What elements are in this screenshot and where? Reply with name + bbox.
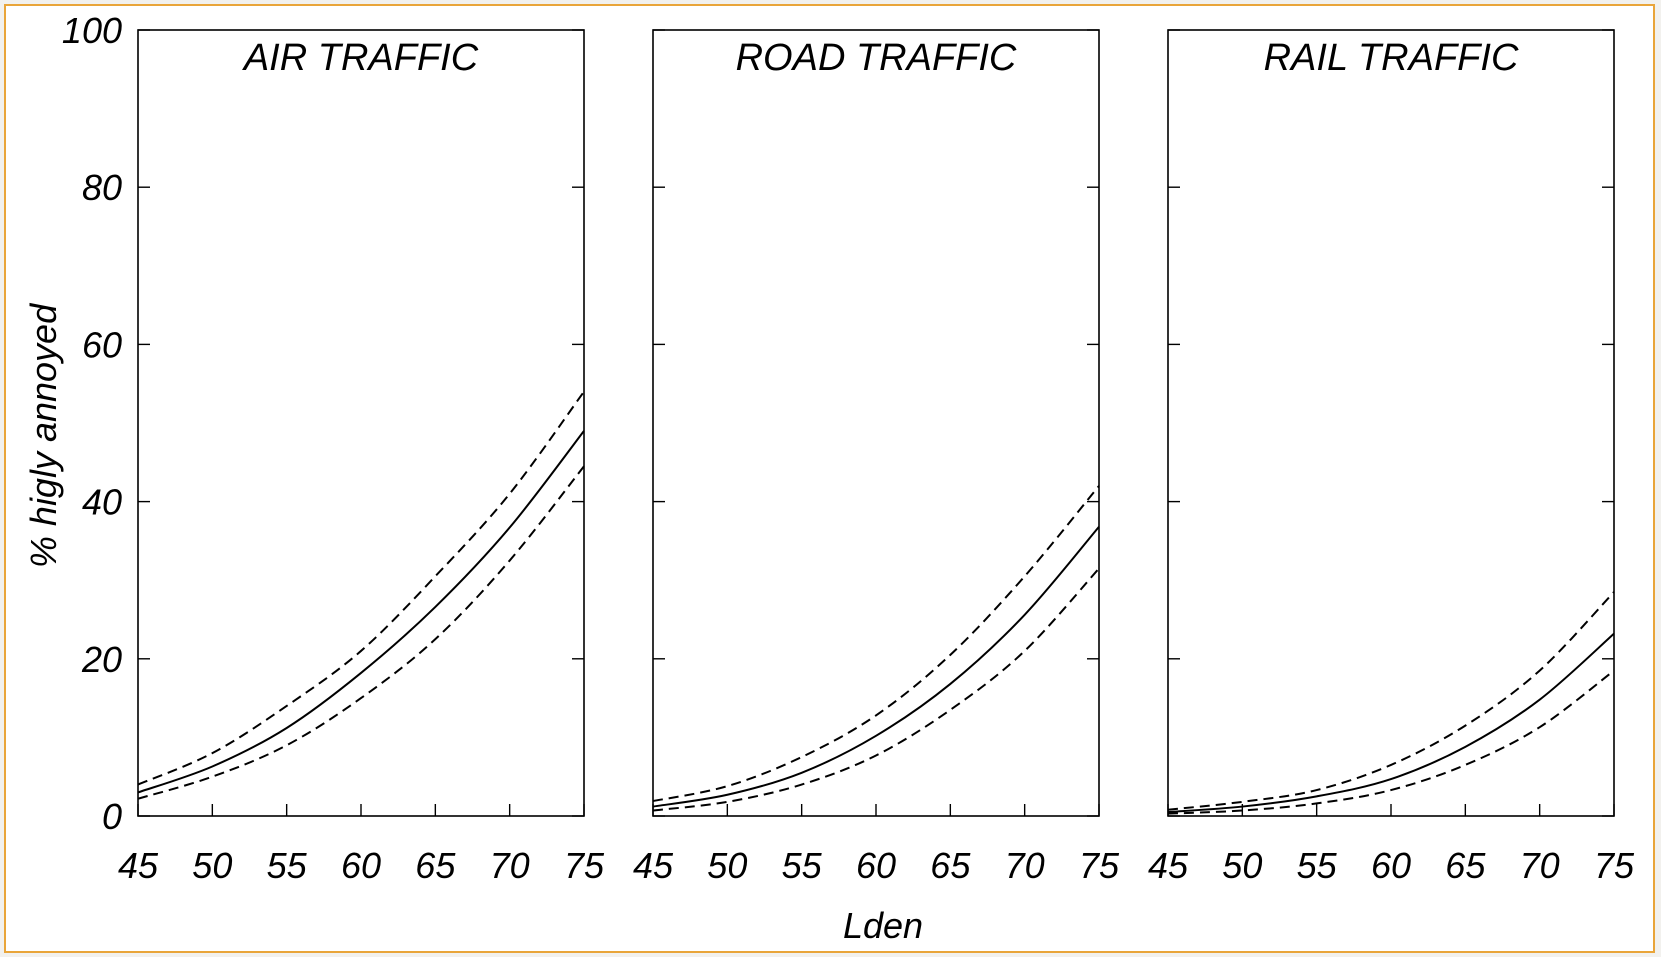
- plot-frame-2: [652, 29, 1100, 817]
- x-axis-title: Lden: [843, 905, 923, 946]
- y-tick-label: 60: [82, 324, 122, 365]
- series-line-estimate-panel-2: [652, 526, 1100, 808]
- plot-frame-3: [1167, 29, 1615, 817]
- x-tick-label: 55: [1297, 845, 1338, 886]
- x-tick-label: 75: [1079, 845, 1120, 886]
- x-tick-label: 50: [1222, 845, 1262, 886]
- series-line-lower-bound-panel-3: [1167, 669, 1615, 815]
- y-axis-title: % higly annoyed: [23, 303, 64, 568]
- x-tick-label: 60: [341, 845, 381, 886]
- x-tick-label: 70: [1520, 845, 1560, 886]
- x-tick-label: 65: [930, 845, 971, 886]
- x-tick-label: 75: [1594, 845, 1635, 886]
- y-tick-label: 100: [62, 10, 122, 51]
- y-tick-label: 0: [102, 796, 122, 837]
- y-tick-label: 20: [81, 639, 122, 680]
- y-tick-label: 80: [82, 167, 122, 208]
- x-tick-label: 60: [1371, 845, 1411, 886]
- x-tick-label: 65: [1445, 845, 1486, 886]
- panel-title-2: ROAD TRAFFIC: [736, 37, 1017, 79]
- series-line-estimate-panel-1: [137, 430, 585, 794]
- x-tick-label: 60: [856, 845, 896, 886]
- x-tick-label: 45: [633, 845, 674, 886]
- series-line-upper-bound-panel-1: [137, 390, 585, 786]
- x-tick-label: 50: [192, 845, 232, 886]
- series-line-lower-bound-panel-2: [652, 567, 1100, 812]
- y-tick-label: 40: [82, 482, 122, 523]
- line-chart: AIR TRAFFIC 45 50 55 60 65 70 75 ROAD TRAFFIC 45 5…: [23, 10, 1635, 946]
- x-tick-label: 45: [1148, 845, 1189, 886]
- x-tick-label: 70: [490, 845, 530, 886]
- x-tick-label: 55: [782, 845, 823, 886]
- x-tick-label: 50: [707, 845, 747, 886]
- series-line-upper-bound-panel-3: [1167, 591, 1615, 811]
- x-tick-label: 45: [118, 845, 159, 886]
- x-tick-label: 55: [267, 845, 308, 886]
- x-tick-label: 75: [564, 845, 605, 886]
- figure-frame: AIR TRAFFIC 45 50 55 60 65 70 75 ROAD TRAFFIC 45 5…: [4, 4, 1655, 953]
- panel-title-3: RAIL TRAFFIC: [1264, 37, 1519, 79]
- series-line-estimate-panel-3: [1167, 632, 1615, 814]
- x-tick-label: 65: [415, 845, 456, 886]
- series-line-lower-bound-panel-1: [137, 465, 585, 800]
- panel-title-1: AIR TRAFFIC: [242, 37, 479, 79]
- x-tick-label: 70: [1005, 845, 1045, 886]
